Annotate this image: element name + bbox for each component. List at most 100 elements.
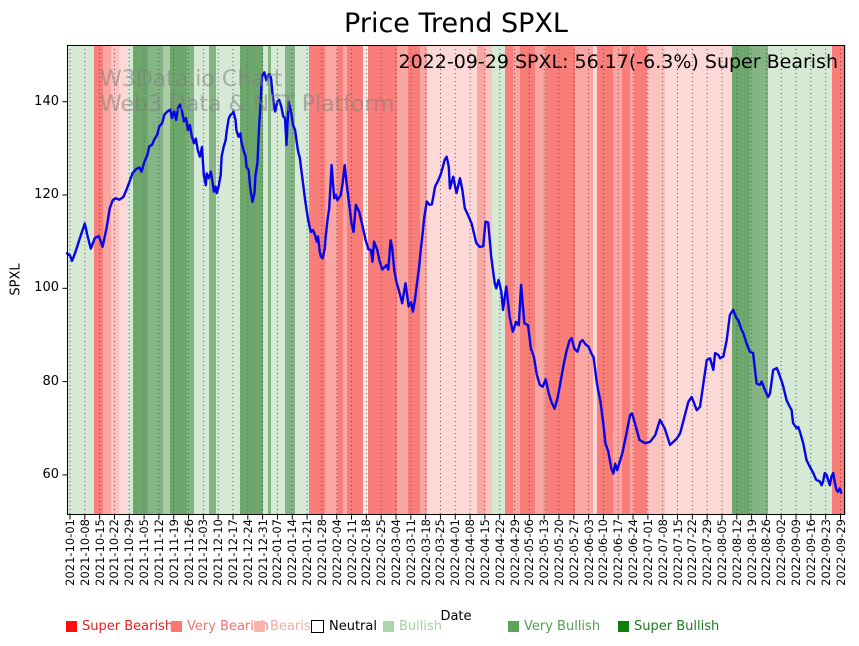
plot-area: W3Data.io Chart Web3 Data & NFT Platform… [62,45,846,520]
x-tick-label: 2022-01-28 [314,519,329,586]
sentiment-band-sb [309,45,325,515]
x-tick-label: 2021-10-29 [122,519,137,586]
sentiment-band-u2 [209,45,216,515]
x-tick-label: 2022-08-19 [744,519,759,586]
sentiment-band-sb [622,45,630,515]
x-tick-label: 2022-08-12 [729,519,744,586]
sentiment-band-b0 [593,45,597,515]
y-tick-label: 60 [42,466,59,482]
legend-item-super-bullish: Super Bullish [618,619,719,634]
sentiment-band-b0 [665,45,732,515]
sentiment-band-sb [634,45,647,515]
sentiment-band-sb [545,45,575,515]
x-tick-label: 2021-12-31 [255,519,270,586]
sentiment-band-u2 [750,45,768,515]
x-tick-label: 2021-12-10 [211,519,226,586]
legend-label: Super Bearish [82,619,174,634]
legend-swatch-icon [508,621,519,632]
sentiment-band-u2 [268,45,271,515]
x-tick-label: 2022-05-06 [522,519,537,586]
sentiment-band-sb [832,45,846,515]
sentiment-band-sb [505,45,513,515]
sentiment-band-b1 [613,45,622,515]
price-line [65,71,843,494]
sentiment-band-u0 [263,45,268,515]
sentiment-band-u0 [194,45,209,515]
legend-item-very-bearish: Very Bearish [171,619,269,634]
sentiment-band-u0 [127,45,133,515]
x-tick-label: 2022-04-01 [448,519,463,586]
y-tick-label: 140 [34,93,59,109]
sentiment-band-b1 [343,45,347,515]
x-tick-label: 2022-01-21 [300,519,315,586]
sentiment-band-u2 [187,45,194,515]
x-tick-label: 2022-04-22 [492,519,507,586]
legend-label: Bearish [270,619,319,634]
sentiment-band-b0 [427,45,477,515]
sentiment-band-b1 [477,45,485,515]
sentiment-band-u0 [768,45,832,515]
legend-swatch-icon [171,621,182,632]
sentiment-band-b1 [630,45,634,515]
sentiment-band-b1 [103,45,111,515]
sentiment-band-b1 [420,45,427,515]
legend-swatch-icon [311,620,324,633]
sentiment-band-b1 [575,45,593,515]
x-tick-label: 2022-09-23 [818,519,833,586]
y-tick-label: 120 [34,187,59,202]
sentiment-band-sb [337,45,343,515]
x-tick-label: 2021-11-05 [137,519,152,586]
legend-label: Super Bullish [634,619,720,634]
sentiment-band-b2 [111,45,119,515]
x-tick-label: 2021-12-17 [225,519,240,586]
legend-label: Very Bullish [524,619,601,634]
x-tick-label: 2022-09-02 [774,519,789,586]
x-tick-label: 2021-12-24 [240,519,255,586]
x-tick-label: 2022-08-26 [759,519,774,586]
x-tick-label: 2022-01-07 [270,519,285,586]
x-axis-label: Date [440,609,472,624]
x-tick-label: 2021-10-15 [92,519,107,586]
legend-label: Neutral [329,619,377,634]
x-tick-label: 2022-05-13 [537,519,552,586]
legend-label: Bullish [399,619,443,634]
legend-label: Very Bearish [187,619,269,634]
sentiment-band-u0 [295,45,309,515]
x-tick-label: 2021-11-26 [181,519,196,586]
legend-swatch-icon [383,621,394,632]
sentiment-band-u3 [170,45,187,515]
x-tick-label: 2022-08-05 [714,519,729,586]
legend: Super Bearish Very Bearish Bearish Neutral B… [0,619,859,641]
x-tick-label: 2022-02-18 [359,519,374,586]
legend-swatch-icon [254,621,265,632]
x-tick-label: 2022-07-15 [670,519,685,586]
x-tick-label: 2022-03-11 [403,519,418,586]
x-tick-label: 2022-03-04 [388,519,403,586]
sentiment-band-sb [520,45,535,515]
legend-item-super-bearish: Super Bearish [66,619,173,634]
sentiment-band-b0 [119,45,127,515]
x-tick-label: 2022-04-08 [463,519,478,586]
sentiment-band-u0 [271,45,285,515]
legend-item-very-bullish: Very Bullish [508,619,600,634]
x-tick-label: 2022-02-25 [374,519,389,586]
sentiment-band-sb [597,45,613,515]
x-tick-label: 2021-12-03 [196,519,211,586]
sentiment-band-sb [347,45,363,515]
sentiment-band-u3 [133,45,148,515]
legend-item-bullish: Bullish [383,619,442,634]
sentiment-band-u2 [285,45,295,515]
x-tick-label: 2022-06-24 [626,519,641,586]
legend-item-neutral: Neutral [311,619,377,634]
x-tick-label: 2022-05-20 [551,519,566,586]
legend-swatch-icon [66,621,77,632]
sentiment-band-u0 [67,45,94,515]
x-tick-label: 2022-01-14 [285,519,300,586]
x-tick-label: 2022-07-22 [685,519,700,586]
sentiment-band-u1 [163,45,170,515]
x-tick-label: 2022-06-03 [581,519,596,586]
chart-canvas [62,45,846,520]
x-tick-label: 2021-11-12 [151,519,166,586]
x-tick-label: 2022-09-29 [833,519,848,586]
